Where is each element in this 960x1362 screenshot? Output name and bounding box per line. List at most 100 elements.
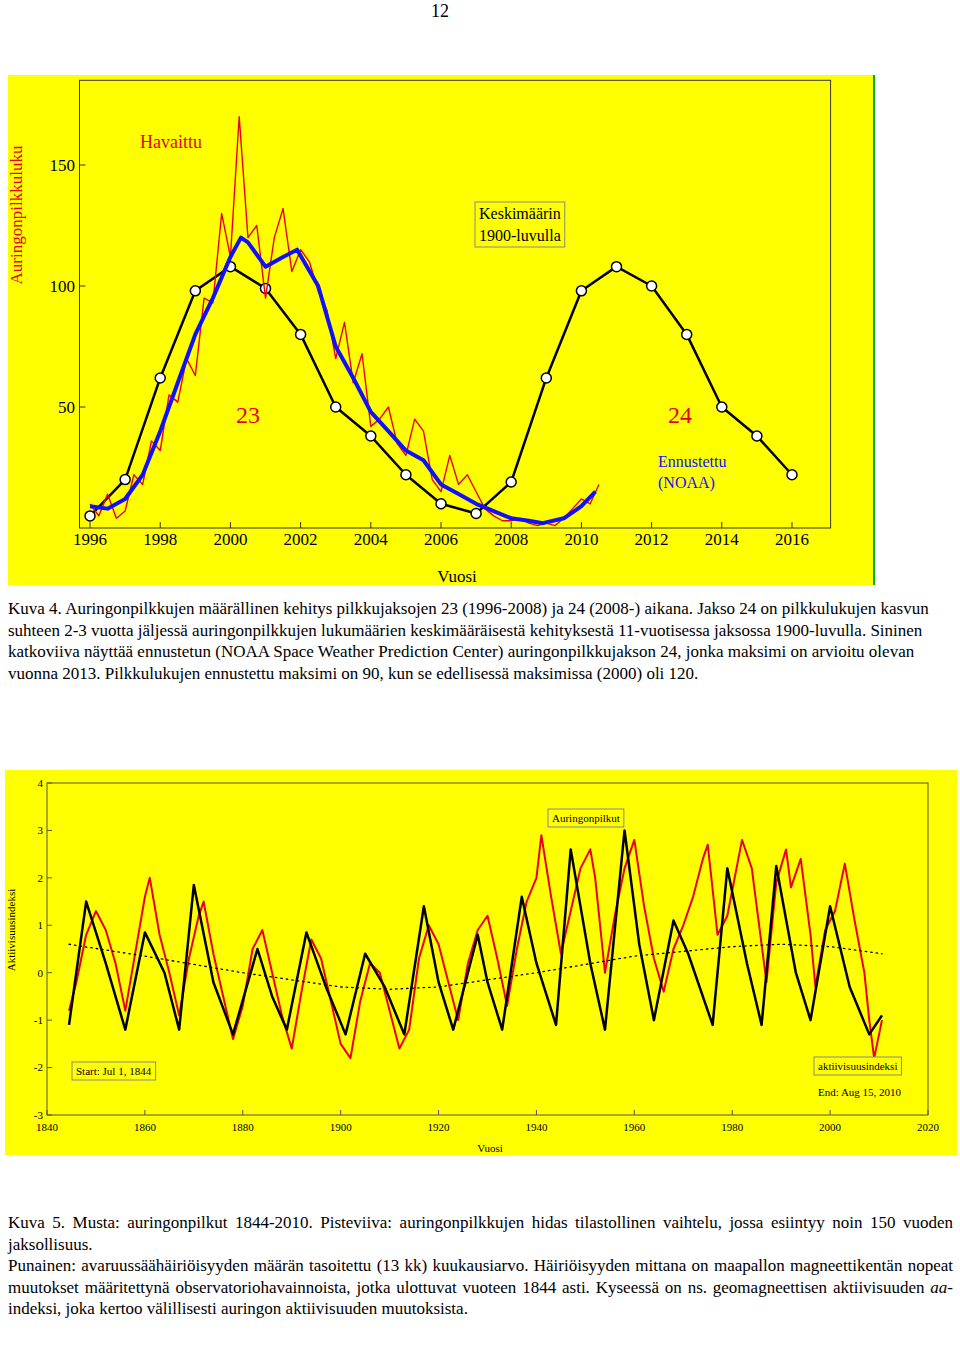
y-tick	[47, 1020, 52, 1021]
x-tick	[651, 522, 652, 528]
x-tick	[144, 1110, 145, 1115]
y-tick	[47, 783, 52, 784]
annotation: 24	[668, 402, 692, 428]
x-tick-label: 2008	[494, 530, 528, 549]
chart: 1996199820002002200420062008201020122014…	[7, 75, 875, 586]
series-line	[90, 238, 595, 524]
annotation-line: Ennustettu	[658, 453, 726, 470]
chart-background	[5, 770, 957, 1155]
x-tick	[340, 1110, 341, 1115]
x-tick	[791, 522, 792, 528]
caption: Kuva 5. Musta: auringonpilkut 1844-2010.…	[8, 1212, 953, 1320]
x-tick-label: 1920	[428, 1121, 451, 1133]
x-tick	[511, 522, 512, 528]
annotation-line: Start: Jul 1, 1844	[76, 1065, 152, 1077]
y-tick-label: -2	[34, 1061, 43, 1073]
annotation-box	[72, 1062, 156, 1080]
x-tick-label: 1960	[623, 1121, 646, 1133]
x-tick	[536, 1110, 537, 1115]
x-axis-label: Vuosi	[437, 567, 477, 586]
annotation-line: Auringonpilkut	[552, 812, 620, 824]
caption-text: Punainen: avaruussäähäiriöisyyden määrän…	[8, 1256, 953, 1297]
annotation-line: 24	[668, 402, 692, 428]
y-tick-label: 150	[50, 156, 76, 175]
caption-text: Kuva 5. Musta: auringonpilkut 1844-2010.…	[8, 1213, 953, 1254]
annotation-line: aktiivisuusindeksi	[818, 1060, 897, 1072]
annotation: 23	[236, 402, 260, 428]
x-tick	[300, 522, 301, 528]
y-tick-label: 2	[38, 872, 44, 884]
annotation: Auringonpilkut	[552, 812, 620, 824]
x-axis-label: Vuosi	[477, 1142, 503, 1154]
x-tick	[47, 1110, 48, 1115]
y-axis-label: Aktiivisuusindeksi	[5, 889, 17, 972]
caption-paragraph: Punainen: avaruussäähäiriöisyyden määrän…	[8, 1255, 953, 1320]
series-marker	[612, 262, 622, 272]
annotation: Ennustettu (NOAA)	[658, 453, 726, 492]
annotation-line: Havaittu	[140, 132, 202, 152]
page-number: 12	[431, 1, 449, 21]
series-marker	[506, 477, 516, 487]
x-tick	[581, 522, 582, 528]
annotation-line: 23	[236, 402, 260, 428]
series-marker	[120, 475, 130, 485]
x-tick	[438, 1110, 439, 1115]
chart-background	[8, 75, 875, 585]
series-marker	[471, 508, 481, 518]
x-tick	[441, 522, 442, 528]
x-tick-label: 1840	[36, 1121, 59, 1133]
series-marker	[752, 431, 762, 441]
x-tick-label: 2006	[424, 530, 458, 549]
series-marker	[331, 402, 341, 412]
x-tick	[634, 1110, 635, 1115]
y-tick	[47, 1115, 52, 1116]
y-tick	[47, 877, 52, 878]
series-line	[69, 944, 882, 989]
y-tick-label: 50	[58, 398, 75, 417]
y-tick	[80, 165, 86, 166]
y-tick-label: 3	[38, 824, 44, 836]
x-tick-label: 1860	[134, 1121, 157, 1133]
plot-frame	[47, 783, 928, 1115]
y-tick-label: 4	[38, 777, 44, 789]
x-tick-label: 2004	[354, 530, 389, 549]
series-marker	[787, 470, 797, 480]
annotation-line: Keskimäärin	[479, 205, 561, 222]
x-tick	[370, 522, 371, 528]
x-tick	[732, 1110, 733, 1115]
annotation: End: Aug 15, 2010	[818, 1086, 902, 1098]
annotation-line: End: Aug 15, 2010	[818, 1086, 902, 1098]
series-marker	[647, 281, 657, 291]
y-tick	[47, 972, 52, 973]
series-marker	[436, 499, 446, 509]
x-tick-label: 1980	[721, 1121, 744, 1133]
series-marker	[717, 402, 727, 412]
x-tick-label: 1940	[525, 1121, 548, 1133]
annotation: Keskimäärin1900-luvulla	[479, 205, 561, 244]
y-tick-label: 100	[50, 277, 76, 296]
y-tick-label: 1	[38, 919, 44, 931]
series-marker	[576, 286, 586, 296]
x-tick-label: 2010	[564, 530, 598, 549]
series-area	[69, 830, 882, 1058]
x-tick	[230, 522, 231, 528]
x-tick	[721, 522, 722, 528]
x-tick	[830, 1110, 831, 1115]
annotation: Havaittu	[140, 132, 202, 152]
chart: 1840186018801900192019401960198020002020…	[5, 770, 957, 1155]
y-tick	[80, 286, 86, 287]
x-tick	[928, 1110, 929, 1115]
x-tick-label: 2012	[635, 530, 669, 549]
annotation-line: (NOAA)	[658, 474, 715, 492]
y-tick	[47, 830, 52, 831]
series-marker	[261, 283, 271, 293]
caption-paragraph: Kuva 4. Auringonpilkkujen määrällinen ke…	[8, 598, 953, 684]
series-line	[69, 830, 882, 1034]
annotation: Start: Jul 1, 1844	[76, 1065, 152, 1077]
annotation-box	[548, 809, 624, 827]
x-tick-label: 2020	[917, 1121, 940, 1133]
caption-paragraph: Kuva 5. Musta: auringonpilkut 1844-2010.…	[8, 1212, 953, 1255]
caption-text: aa	[930, 1278, 947, 1297]
y-axis-label: Auringonpilkkuluku	[7, 145, 26, 284]
x-tick-label: 2000	[819, 1121, 842, 1133]
